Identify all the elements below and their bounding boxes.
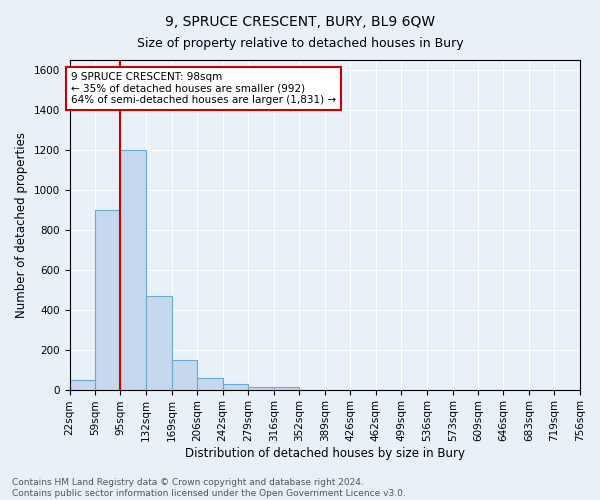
Text: 9 SPRUCE CRESCENT: 98sqm
← 35% of detached houses are smaller (992)
64% of semi-: 9 SPRUCE CRESCENT: 98sqm ← 35% of detach… bbox=[71, 72, 336, 105]
Bar bbox=[197, 378, 223, 390]
Bar bbox=[70, 380, 95, 390]
Text: Contains HM Land Registry data © Crown copyright and database right 2024.
Contai: Contains HM Land Registry data © Crown c… bbox=[12, 478, 406, 498]
Bar bbox=[172, 360, 197, 390]
X-axis label: Distribution of detached houses by size in Bury: Distribution of detached houses by size … bbox=[185, 447, 465, 460]
Bar bbox=[274, 386, 299, 390]
Bar bbox=[146, 296, 172, 390]
Bar bbox=[223, 384, 248, 390]
Y-axis label: Number of detached properties: Number of detached properties bbox=[15, 132, 28, 318]
Text: Size of property relative to detached houses in Bury: Size of property relative to detached ho… bbox=[137, 38, 463, 51]
Text: 9, SPRUCE CRESCENT, BURY, BL9 6QW: 9, SPRUCE CRESCENT, BURY, BL9 6QW bbox=[165, 15, 435, 29]
Bar bbox=[95, 210, 120, 390]
Bar bbox=[248, 386, 274, 390]
Bar bbox=[120, 150, 146, 390]
